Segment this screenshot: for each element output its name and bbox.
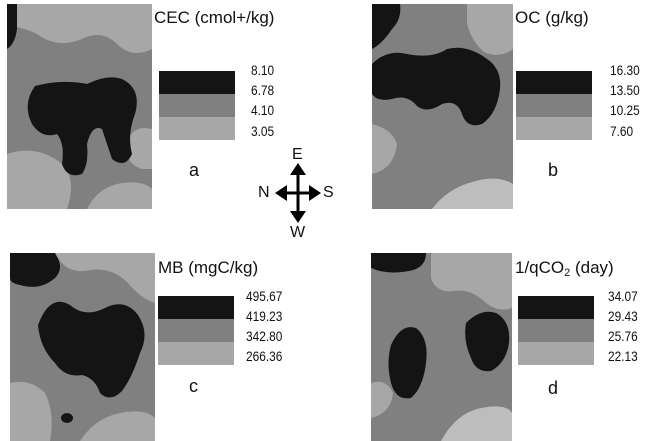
panel-letter: d <box>548 378 559 398</box>
legend-swatch-high <box>518 296 594 319</box>
legend-swatch-high <box>159 71 235 94</box>
legend-swatch-mid <box>158 319 234 342</box>
legend-value: 25.76 <box>608 329 638 344</box>
mb-map <box>10 253 155 441</box>
panel-title: CEC (cmol+/kg) <box>154 8 275 27</box>
compass-arrows <box>275 163 321 223</box>
legend-value: 266.36 <box>246 349 283 364</box>
legend-swatch-low <box>518 342 594 365</box>
legend-value: 4.10 <box>251 103 275 118</box>
title-text: (day) <box>570 258 614 277</box>
compass-south-label: S <box>323 184 334 201</box>
panel-letter: c <box>189 376 198 396</box>
legend-swatch-low <box>159 117 235 140</box>
legend-value: 6.78 <box>251 83 275 98</box>
qco2-map <box>371 253 512 441</box>
legend-swatch-high <box>516 71 592 94</box>
legend-swatch-low <box>158 342 234 365</box>
title-text: 1/qCO <box>515 258 565 277</box>
oc-map <box>372 4 513 209</box>
panel-title: OC (g/kg) <box>515 8 589 27</box>
panel-letter: a <box>189 160 200 180</box>
legend-value: 34.07 <box>608 289 638 304</box>
legend-swatch-low <box>516 117 592 140</box>
legend-value: 8.10 <box>251 63 275 78</box>
legend-value: 16.30 <box>610 63 640 78</box>
compass-north-label: N <box>258 184 270 201</box>
legend-swatch-mid <box>159 94 235 117</box>
panel-title: MB (mgC/kg) <box>158 258 259 277</box>
legend-value: 29.43 <box>608 309 638 324</box>
legend-value: 13.50 <box>610 83 640 98</box>
compass-east-label: E <box>292 146 303 163</box>
title-subscript: 2 <box>564 267 571 279</box>
panel-title: 1/qCO2 (day) <box>515 258 614 279</box>
legend-value: 495.67 <box>246 289 283 304</box>
legend-value: 342.80 <box>246 329 283 344</box>
legend-swatch-mid <box>516 94 592 117</box>
panel-letter: b <box>548 160 559 180</box>
legend-swatch-high <box>158 296 234 319</box>
legend-value: 419.23 <box>246 309 283 324</box>
compass-west-label: W <box>290 224 306 241</box>
legend-swatch-mid <box>518 319 594 342</box>
cec-map <box>7 4 152 209</box>
legend-value: 3.05 <box>251 124 275 139</box>
legend-value: 10.25 <box>610 103 640 118</box>
legend-value: 7.60 <box>610 124 634 139</box>
legend-value: 22.13 <box>608 349 638 364</box>
